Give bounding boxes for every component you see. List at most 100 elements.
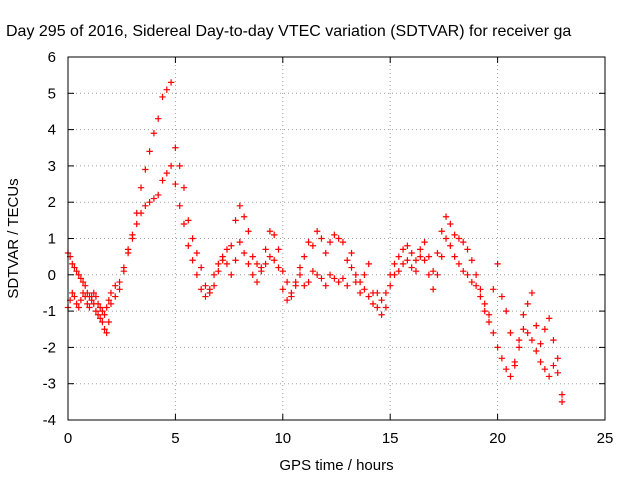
- data-point: [155, 191, 162, 199]
- data-point: [464, 246, 471, 253]
- data-point: [116, 278, 123, 286]
- data-point: [202, 293, 209, 300]
- data-point: [77, 275, 85, 282]
- data-point: [103, 329, 110, 337]
- data-point: [537, 358, 544, 366]
- data-point: [558, 398, 566, 406]
- data-point: [69, 260, 76, 268]
- data-point: [425, 253, 433, 260]
- data-point: [71, 293, 78, 300]
- data-point: [75, 304, 82, 311]
- data-point: [451, 253, 458, 260]
- data-point: [77, 297, 85, 304]
- data-point: [112, 293, 119, 300]
- data-point: [412, 257, 420, 264]
- data-point: [374, 289, 381, 297]
- data-point: [348, 264, 355, 271]
- data-point: [249, 271, 256, 278]
- data-point: [438, 228, 445, 235]
- data-point: [94, 311, 102, 318]
- data-point: [524, 300, 531, 308]
- data-point: [352, 278, 360, 286]
- data-point: [554, 369, 561, 377]
- data-point: [520, 326, 527, 333]
- data-point: [73, 300, 80, 308]
- data-point: [266, 228, 274, 235]
- data-point: [460, 238, 467, 246]
- data-point: [275, 264, 282, 271]
- data-point: [129, 235, 136, 242]
- data-point: [305, 278, 312, 286]
- data-point: [210, 282, 218, 289]
- data-point: [494, 344, 501, 351]
- data-point: [318, 235, 325, 242]
- data-point: [159, 93, 166, 101]
- data-point: [404, 257, 411, 264]
- data-point: [215, 260, 222, 268]
- y-tick-label: -4: [43, 412, 56, 429]
- data-point: [541, 326, 549, 333]
- data-point: [309, 267, 317, 275]
- data-point: [215, 267, 222, 275]
- data-point: [481, 307, 488, 315]
- data-point: [528, 336, 536, 344]
- data-point: [88, 297, 95, 304]
- data-point: [69, 289, 76, 297]
- data-point: [146, 199, 153, 206]
- data-point: [81, 282, 89, 289]
- data-point: [99, 307, 106, 315]
- data-point: [283, 278, 291, 286]
- data-point: [313, 228, 321, 235]
- x-tick-label: 5: [171, 430, 179, 447]
- data-point: [202, 282, 209, 289]
- data-point: [193, 271, 201, 278]
- data-point: [101, 311, 108, 318]
- data-point: [498, 355, 506, 362]
- data-point: [262, 246, 269, 253]
- data-point: [524, 329, 531, 337]
- data-point: [399, 260, 407, 268]
- y-tick-label: -3: [43, 376, 56, 393]
- data-point: [515, 336, 523, 344]
- data-point: [228, 271, 235, 278]
- data-point: [331, 231, 338, 239]
- data-point: [176, 202, 183, 210]
- data-point: [464, 271, 471, 278]
- data-point: [395, 267, 402, 275]
- data-point: [455, 235, 463, 242]
- data-point: [528, 289, 536, 297]
- data-point: [537, 340, 544, 347]
- y-tick-label: -2: [43, 339, 56, 356]
- data-point: [185, 217, 192, 224]
- data-point: [163, 86, 171, 93]
- data-point: [223, 246, 231, 253]
- data-point: [421, 257, 428, 264]
- data-point: [442, 235, 450, 242]
- data-point: [105, 318, 113, 326]
- data-point: [105, 297, 113, 304]
- data-point: [79, 278, 87, 286]
- data-point: [99, 318, 106, 326]
- data-point: [507, 329, 514, 337]
- data-point: [90, 289, 97, 297]
- data-point: [116, 286, 123, 293]
- data-point: [322, 249, 329, 257]
- data-point: [172, 180, 179, 188]
- x-tick-label: 15: [382, 430, 399, 447]
- data-point: [365, 293, 372, 300]
- chart-title: Day 295 of 2016, Sidereal Day-to-day VTE…: [6, 23, 571, 40]
- x-tick-label: 0: [64, 430, 72, 447]
- data-point: [150, 130, 158, 137]
- data-point: [472, 271, 480, 278]
- y-tick-label: 4: [48, 122, 56, 139]
- data-point: [150, 195, 158, 202]
- data-point: [75, 271, 82, 278]
- data-point: [271, 231, 278, 239]
- data-point: [391, 260, 398, 268]
- data-point: [533, 347, 540, 355]
- data-point: [554, 355, 561, 362]
- data-point: [197, 264, 205, 271]
- x-tick-label: 10: [274, 430, 291, 447]
- data-point: [180, 184, 188, 191]
- data-point: [391, 271, 398, 278]
